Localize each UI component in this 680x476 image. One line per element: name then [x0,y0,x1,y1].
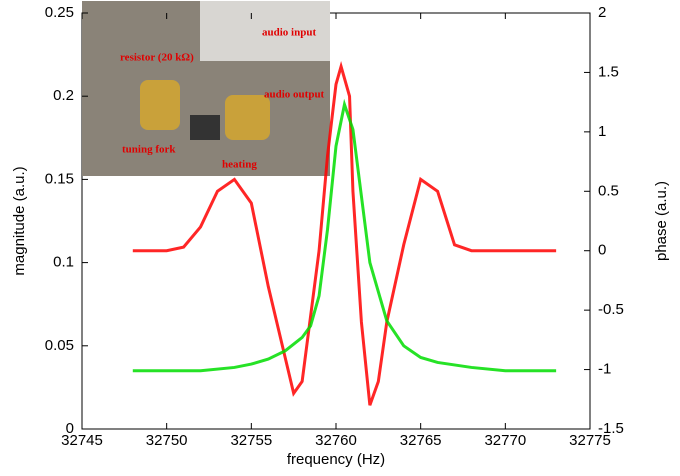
y-tick-label: 0.25 [45,4,74,21]
x-tick-label: 32760 [315,432,357,449]
photo-fork [190,115,220,140]
y-tick-label: 0.1 [53,254,74,271]
inset-label: resistor (20 kΩ) [120,52,194,64]
inset-label: audio input [262,27,316,39]
data-line [132,61,557,406]
data-line [132,98,557,373]
x-tick-label: 32750 [146,432,188,449]
y2-axis-label: phase (a.u.) [653,181,670,261]
y-axis-label: magnitude (a.u.) [11,166,28,275]
x-axis-label: frequency (Hz) [287,451,385,468]
x-tick-label: 32755 [230,432,272,449]
inset-label: tuning fork [122,144,176,156]
y2-tick-label: 0 [598,242,606,259]
photo-inset: resistor (20 kΩ) audio input audio outpu… [82,1,330,176]
y-tick-label: 0 [66,420,74,437]
y2-tick-label: -0.5 [598,301,624,318]
y-tick-label: 0.05 [45,337,74,354]
x-tick-label: 32770 [484,432,526,449]
inset-label: audio output [264,89,325,101]
y2-tick-label: 0.5 [598,182,619,199]
x-tick-label: 32745 [61,432,103,449]
y2-tick-label: 2 [598,4,606,21]
photo-connector [225,95,270,140]
inset-label: heating [222,159,257,171]
photo-connector [140,80,180,130]
x-tick-label: 32775 [569,432,611,449]
y-tick-label: 0.2 [53,87,74,104]
photo-device [200,1,330,61]
y2-tick-label: -1.5 [598,420,624,437]
y2-tick-label: 1.5 [598,63,619,80]
y-tick-label: 0.15 [45,170,74,187]
x-tick-label: 32765 [400,432,442,449]
y2-tick-label: 1 [598,123,606,140]
y2-tick-label: -1 [598,361,611,378]
